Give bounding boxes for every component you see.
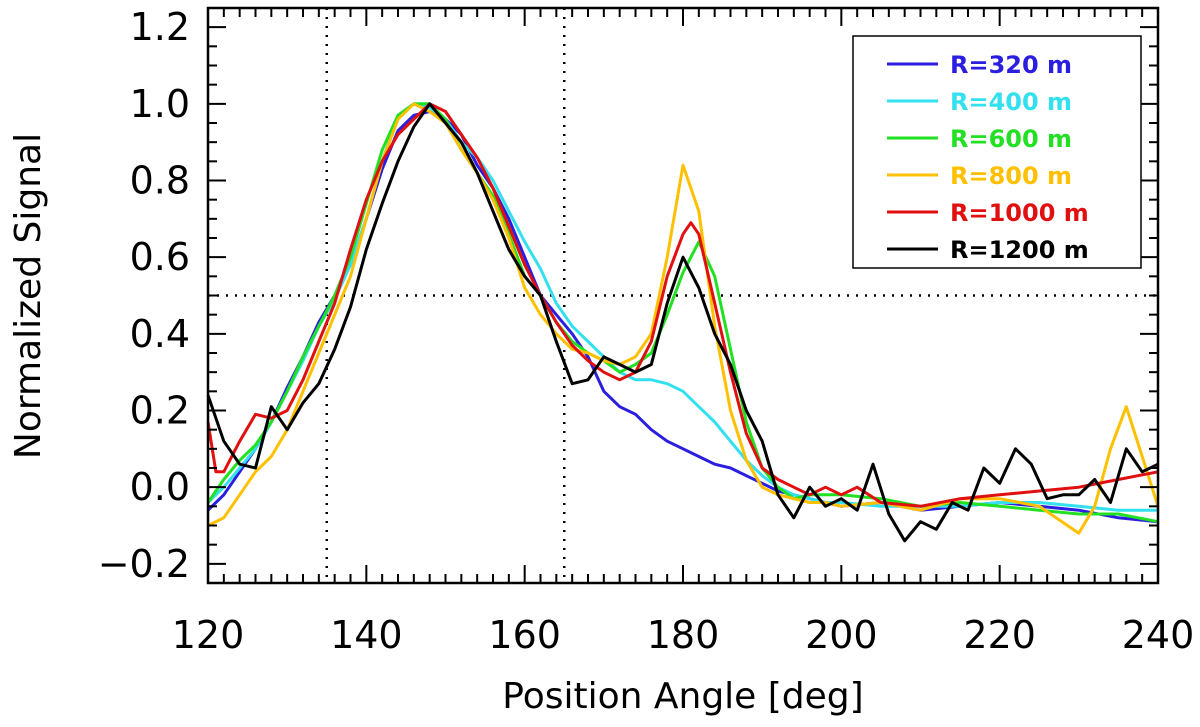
y-tick-label: 0.2 — [130, 389, 190, 433]
legend-label: R=1000 m — [950, 199, 1089, 227]
legend-label: R=400 m — [950, 88, 1072, 116]
series-layer — [206, 102, 1160, 543]
legend-label: R=320 m — [950, 51, 1072, 79]
x-axis-title: Position Angle [deg] — [502, 676, 863, 717]
x-tick-label: 120 — [172, 613, 245, 657]
x-tick-label: 240 — [1122, 613, 1195, 657]
x-tick-label: 200 — [805, 613, 878, 657]
y-tick-label: 0.6 — [130, 235, 190, 279]
y-tick-label: 0.8 — [130, 159, 190, 203]
plot-frame — [206, 6, 1160, 585]
y-tick-label: 0.4 — [130, 312, 190, 356]
y-tick-label: 0.0 — [130, 465, 190, 509]
legend-box — [852, 35, 1142, 269]
legend-label: R=800 m — [950, 162, 1072, 190]
y-tick-label: 1.2 — [130, 5, 190, 49]
legend: R=320 m R=400 m R=600 m R=800 m R=1000 m R=12… — [852, 35, 1142, 269]
y-tick-label: −0.2 — [98, 542, 190, 586]
legend-label: R=600 m — [950, 125, 1072, 153]
x-tick-label: 160 — [488, 613, 561, 657]
x-tick-label: 140 — [330, 613, 403, 657]
y-axis-title: Normalized Signal — [8, 133, 49, 459]
series-line-r-1200-m — [206, 102, 1159, 543]
legend-label: R=1200 m — [950, 236, 1089, 264]
ticks-layer — [207, 7, 1159, 584]
y-tick-label: 1.0 — [130, 82, 190, 126]
series-line-r-800-m — [207, 102, 1160, 535]
x-tick-label: 180 — [647, 613, 720, 657]
x-tick-label: 220 — [963, 613, 1036, 657]
tick-labels: 120 140 160 180 200 220 240 −0.2 0.0 0.2 0.4 0.6 0.8… — [98, 5, 1195, 657]
